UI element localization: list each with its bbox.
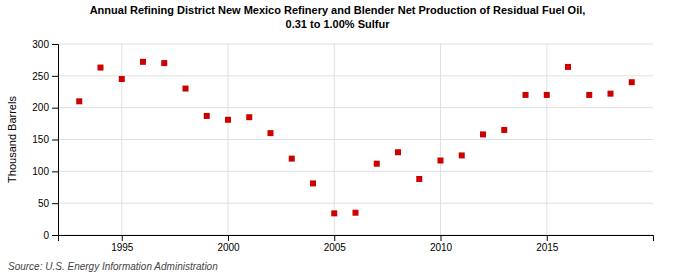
grid-line-y bbox=[58, 139, 653, 140]
grid bbox=[58, 44, 653, 235]
title-line: Annual Refining District New Mexico Refi… bbox=[90, 4, 586, 16]
tick-label: 2010 bbox=[430, 242, 453, 253]
point bbox=[161, 60, 167, 66]
point bbox=[331, 210, 337, 216]
tick-label: 0 bbox=[43, 230, 49, 241]
point bbox=[629, 79, 635, 85]
point bbox=[374, 161, 380, 167]
point bbox=[523, 92, 529, 98]
point bbox=[501, 127, 507, 133]
axis-line bbox=[52, 45, 59, 236]
tick-label: 2000 bbox=[217, 242, 240, 253]
point bbox=[268, 130, 274, 136]
tick-mark bbox=[122, 235, 123, 241]
grid-line-x bbox=[440, 44, 441, 235]
tick-mark bbox=[228, 235, 229, 241]
grid-line-x bbox=[546, 44, 547, 235]
points bbox=[76, 59, 635, 217]
point bbox=[183, 86, 189, 92]
tick-mark bbox=[441, 235, 442, 241]
tick-label: 50 bbox=[38, 198, 50, 209]
grid-line-y bbox=[58, 107, 653, 108]
tick-mark bbox=[334, 235, 335, 241]
source: Source: U.S. Energy Information Administ… bbox=[8, 261, 218, 272]
grid-line-y bbox=[58, 75, 653, 76]
tick-mark bbox=[52, 171, 58, 172]
y-axis: 0 50 100 150 200 250 300 bbox=[32, 39, 58, 241]
grid-line-y bbox=[58, 203, 653, 204]
tick: 50 bbox=[38, 198, 58, 209]
tick-mark bbox=[52, 76, 58, 77]
point bbox=[608, 91, 614, 97]
point bbox=[416, 176, 422, 182]
point bbox=[76, 98, 82, 104]
title: Annual Refining District New Mexico Refi… bbox=[90, 4, 586, 30]
point bbox=[140, 59, 146, 65]
tick-label: 2005 bbox=[324, 242, 347, 253]
tick-label: 100 bbox=[32, 166, 49, 177]
chart: 1995 2000 2005 2010 2015 0 50 100 150 200 250 300 An… bbox=[0, 0, 675, 275]
tick-mark bbox=[547, 235, 548, 241]
x-axis: 1995 2000 2005 2010 2015 bbox=[59, 235, 654, 253]
tick-label: 200 bbox=[32, 102, 49, 113]
tick-mark bbox=[52, 235, 58, 236]
y-axis-label: Thousand Barrels bbox=[6, 96, 18, 183]
tick-label: 2015 bbox=[536, 242, 559, 253]
tick-label: 1995 bbox=[111, 242, 134, 253]
axis-line bbox=[59, 236, 654, 242]
point bbox=[438, 158, 444, 164]
point bbox=[225, 117, 231, 123]
grid-line-y bbox=[58, 44, 653, 45]
point bbox=[204, 113, 210, 119]
grid-line-x bbox=[121, 44, 122, 235]
point bbox=[459, 152, 465, 158]
point bbox=[98, 65, 104, 71]
title-line: 0.31 to 1.00% Sulfur bbox=[286, 18, 391, 30]
tick: 250 bbox=[32, 71, 58, 82]
tick-label: 250 bbox=[32, 71, 49, 82]
point bbox=[353, 210, 359, 216]
tick-mark bbox=[52, 108, 58, 109]
grid-line-x bbox=[228, 44, 229, 235]
tick-mark bbox=[52, 203, 58, 204]
point bbox=[246, 114, 252, 120]
tick-mark bbox=[52, 140, 58, 141]
tick: 2010 bbox=[430, 235, 453, 253]
tick: 0 bbox=[43, 230, 58, 241]
tick: 2015 bbox=[536, 235, 559, 253]
grid-line-y bbox=[58, 171, 653, 172]
tick: 1995 bbox=[111, 235, 134, 253]
tick: 2000 bbox=[217, 235, 240, 253]
tick: 200 bbox=[32, 102, 58, 113]
tick: 150 bbox=[32, 134, 58, 145]
point bbox=[119, 76, 125, 82]
point bbox=[565, 64, 571, 70]
point bbox=[586, 92, 592, 98]
point bbox=[310, 180, 316, 186]
point bbox=[289, 156, 295, 162]
point bbox=[544, 92, 550, 98]
grid-line-x bbox=[334, 44, 335, 235]
point bbox=[480, 131, 486, 137]
tick-label: 300 bbox=[32, 39, 49, 50]
tick: 100 bbox=[32, 166, 58, 177]
tick-mark bbox=[52, 44, 58, 45]
tick-label: 150 bbox=[32, 134, 49, 145]
tick: 300 bbox=[32, 39, 58, 50]
point bbox=[395, 149, 401, 155]
tick: 2005 bbox=[324, 235, 347, 253]
